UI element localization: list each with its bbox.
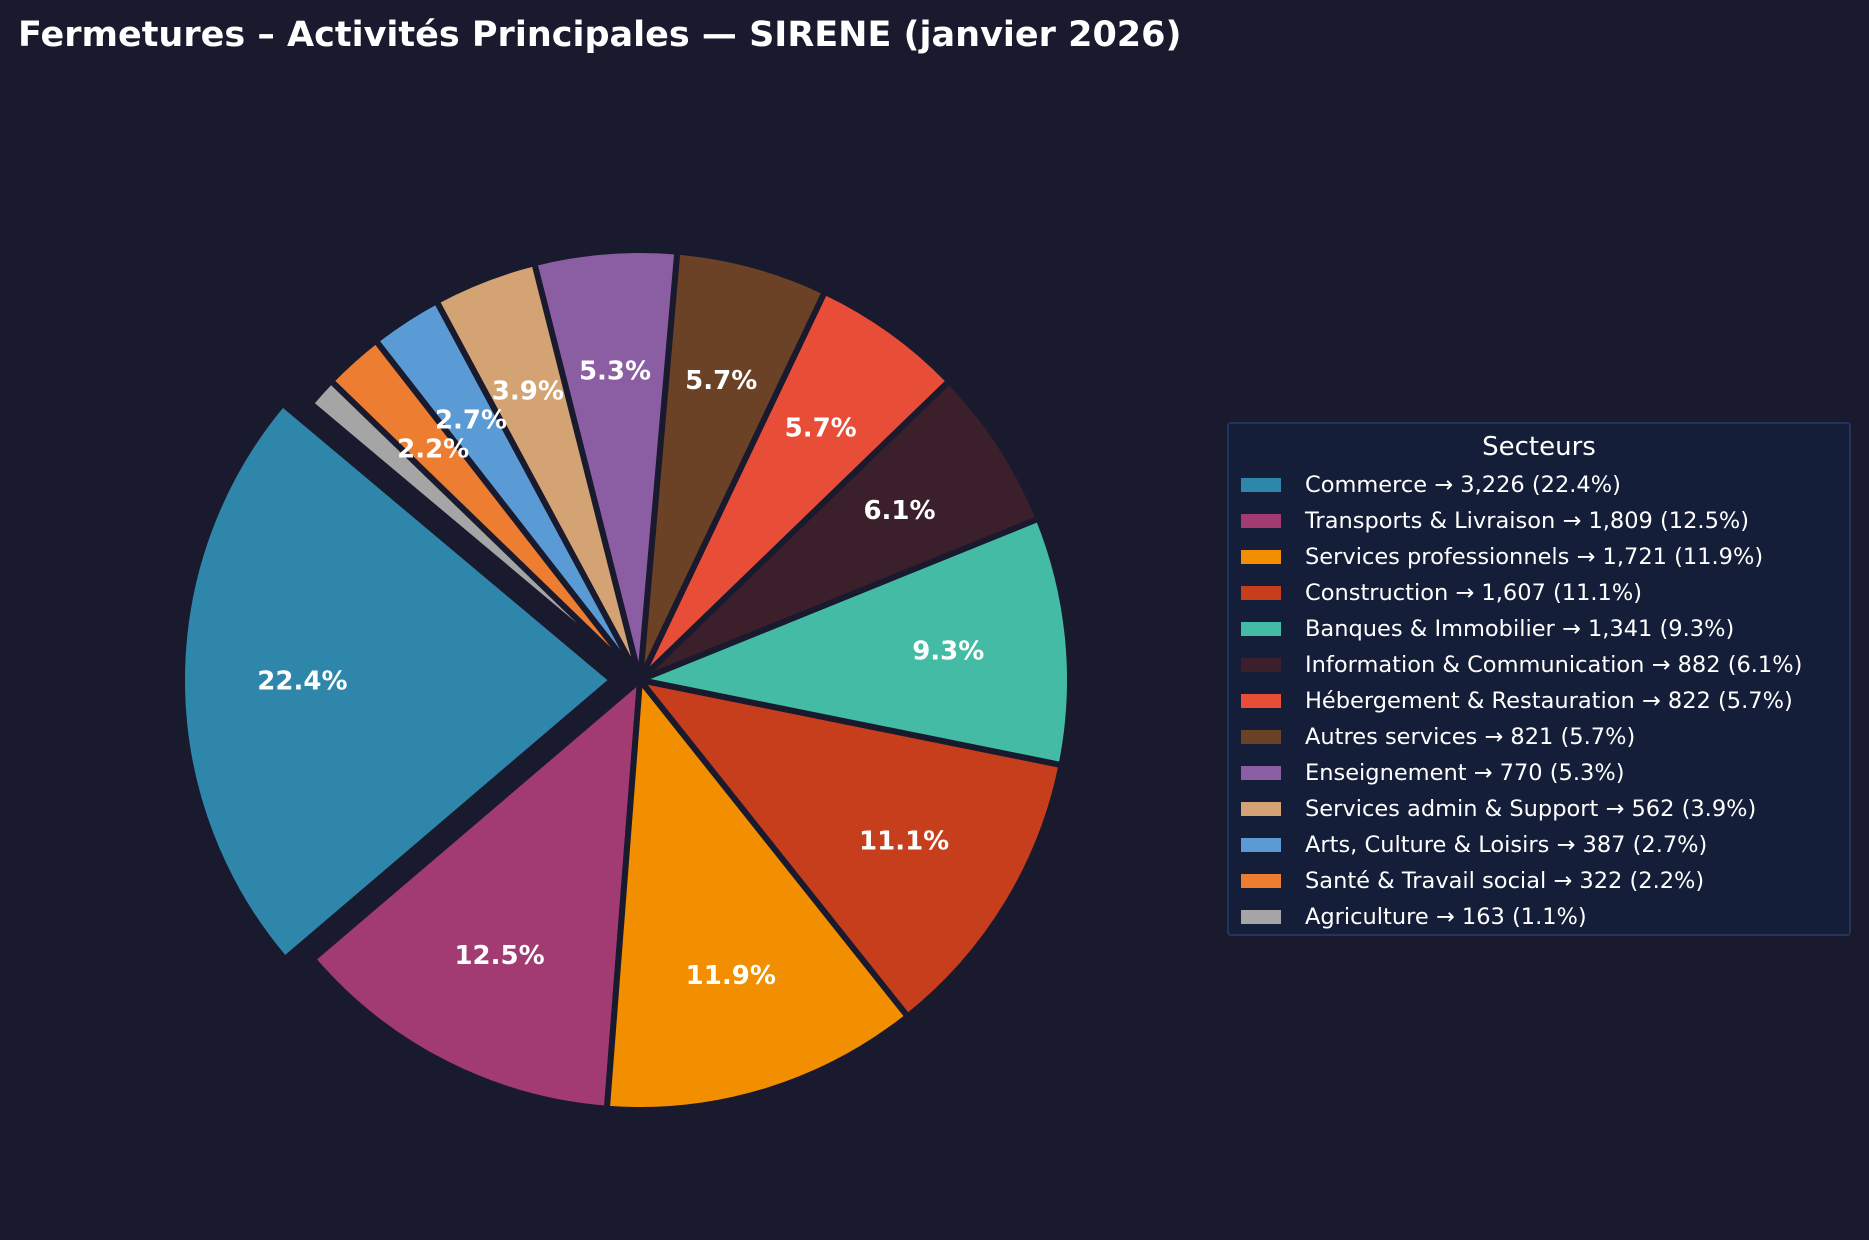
legend-label: Enseignement → 770 (5.3%) [1305,760,1625,786]
legend-swatch [1241,514,1281,528]
legend-swatch [1241,478,1281,492]
legend-swatch [1241,658,1281,672]
legend-item-services-admin-support: Services admin & Support → 562 (3.9%) [1229,791,1849,827]
slice-label-arts-culture-loisirs: 2.7% [435,406,507,436]
legend-swatch [1241,550,1281,564]
legend-item-autres-services: Autres services → 821 (5.7%) [1229,719,1849,755]
slice-label-services-professionnels: 11.9% [686,961,776,991]
legend-title: Secteurs [1482,432,1596,462]
slice-label-transports-livraison: 12.5% [454,941,544,971]
slice-label-sante-travail-social: 2.2% [397,435,469,465]
legend-label: Commerce → 3,226 (22.4%) [1305,472,1621,498]
legend-swatch [1241,766,1281,780]
chart-title: Fermetures – Activités Principales — SIR… [18,15,1182,55]
pie-slice-information-communication [637,378,1042,683]
legend-item-enseignement: Enseignement → 770 (5.3%) [1229,755,1849,791]
legend-swatch [1241,874,1281,888]
slice-label-construction: 11.1% [859,827,949,857]
legend-item-banques-immobilier: Banques & Immobilier → 1,341 (9.3%) [1229,611,1849,647]
legend-label: Services professionnels → 1,721 (11.9%) [1305,544,1764,570]
pie-slice-transports-livraison [309,677,643,1112]
legend-swatch [1241,910,1281,924]
pie-slice-services-professionnels [603,677,911,1114]
legend-swatch [1241,838,1281,852]
legend-item-services-professionnels: Services professionnels → 1,721 (11.9%) [1229,539,1849,575]
legend-swatch [1241,622,1281,636]
legend-label: Banques & Immobilier → 1,341 (9.3%) [1305,616,1735,642]
slice-label-autres-services: 5.7% [685,366,757,396]
legend-item-arts-culture-loisirs: Arts, Culture & Loisirs → 387 (2.7%) [1229,827,1849,863]
legend-label: Construction → 1,607 (11.1%) [1305,580,1643,606]
pie-slice-banques-immobilier [637,515,1073,769]
pie-slice-construction [637,677,1065,1020]
legend-label: Transports & Livraison → 1,809 (12.5%) [1305,508,1750,534]
legend-label: Arts, Culture & Loisirs → 387 (2.7%) [1305,832,1708,858]
legend-item-information-communication: Information & Communication → 882 (6.1%) [1229,647,1849,683]
legend-item-transports-livraison: Transports & Livraison → 1,809 (12.5%) [1229,503,1849,539]
legend-item-construction: Construction → 1,607 (11.1%) [1229,575,1849,611]
legend-swatch [1241,802,1281,816]
slice-label-services-admin-support: 3.9% [492,376,564,406]
pie-slice-commerce [179,400,615,963]
slice-label-commerce: 22.4% [257,666,347,696]
legend-label: Information & Communication → 882 (6.1%) [1305,652,1803,678]
legend-item-commerce: Commerce → 3,226 (22.4%) [1229,467,1849,503]
legend-label: Hébergement & Restauration → 822 (5.7%) [1305,688,1793,714]
slice-label-banques-immobilier: 9.3% [912,636,984,666]
legend-swatch [1241,694,1281,708]
legend-label: Agriculture → 163 (1.1%) [1305,904,1587,930]
legend-swatch [1241,730,1281,744]
chart-legend: Secteurs Commerce → 3,226 (22.4%) Transpo… [1227,422,1851,936]
legend-item-agriculture: Agriculture → 163 (1.1%) [1229,899,1849,935]
pie-slice-agriculture [307,377,643,683]
legend-item-hebergement-restauration: Hébergement & Restauration → 822 (5.7%) [1229,683,1849,719]
slice-label-hebergement-restauration: 5.7% [785,414,857,444]
slice-label-information-communication: 6.1% [863,496,935,526]
legend-items: Commerce → 3,226 (22.4%) Transports & Liv… [1229,467,1849,935]
legend-label: Services admin & Support → 562 (3.9%) [1305,796,1757,822]
legend-swatch [1241,586,1281,600]
legend-label: Santé & Travail social → 322 (2.2%) [1305,868,1705,894]
legend-item-sante-travail-social: Santé & Travail social → 322 (2.2%) [1229,863,1849,899]
legend-label: Autres services → 821 (5.7%) [1305,724,1636,750]
slice-label-enseignement: 5.3% [579,356,651,386]
